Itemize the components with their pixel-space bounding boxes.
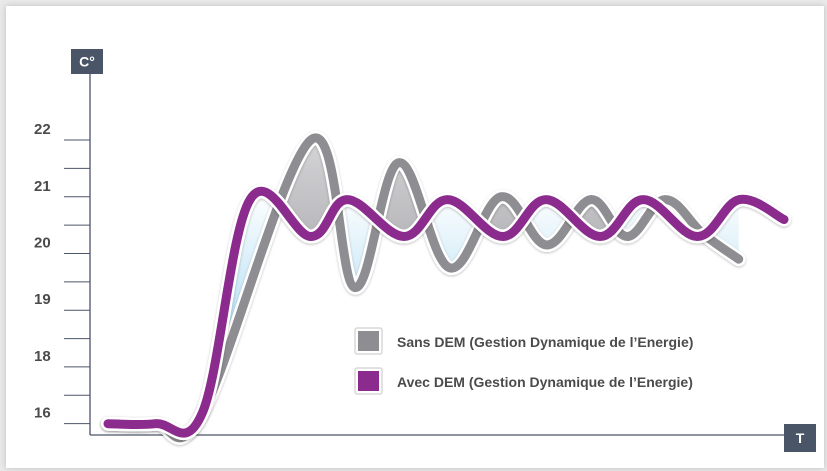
y-axis-label-badge: C°	[71, 49, 103, 74]
legend-label-avec-dem: Avec DEM (Gestion Dynamique de l’Energie…	[397, 374, 693, 390]
series-line-avec-dem	[103, 186, 789, 438]
legend-label-sans-dem: Sans DEM (Gestion Dynamique de l’Energie…	[397, 334, 693, 350]
legend-swatch-avec-dem	[358, 371, 379, 391]
area-shading	[202, 137, 739, 413]
legend-swatch-sans-dem	[358, 331, 379, 351]
y-tick-label: 20	[34, 234, 51, 251]
y-tick-label: 21	[34, 178, 51, 195]
y-tick-label: 22	[34, 121, 51, 138]
legend-item-sans-dem: Sans DEM (Gestion Dynamique de l’Energie…	[354, 327, 693, 355]
y-tick-label: 16	[34, 405, 51, 422]
legend: Sans DEM (Gestion Dynamique de l’Energie…	[354, 327, 693, 395]
y-tick-label: 19	[34, 291, 51, 308]
x-axis-label: T	[796, 430, 805, 446]
axes: 22 21 20 19 18 16	[34, 74, 784, 436]
legend-item-avec-dem: Avec DEM (Gestion Dynamique de l’Energie…	[354, 367, 693, 395]
y-ticks: 22 21 20 19 18 16	[34, 121, 90, 425]
y-tick-label: 18	[34, 348, 51, 365]
x-axis-label-badge: T	[784, 424, 816, 452]
series-lines	[101, 130, 791, 445]
series-line-sans-dem	[103, 133, 744, 443]
y-axis-label: C°	[79, 54, 95, 70]
